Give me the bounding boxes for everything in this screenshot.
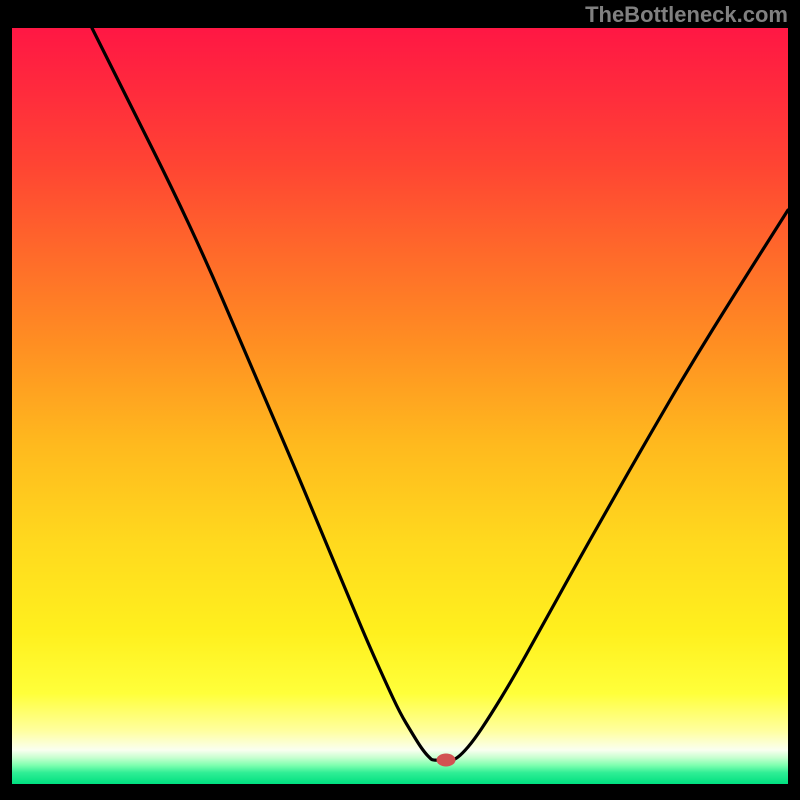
- chart-container: TheBottleneck.com: [0, 0, 800, 800]
- optimal-point-marker: [437, 754, 455, 766]
- chart-svg: [12, 28, 788, 784]
- watermark-text: TheBottleneck.com: [585, 2, 788, 28]
- chart-frame: [12, 28, 788, 784]
- gradient-background: [12, 28, 788, 784]
